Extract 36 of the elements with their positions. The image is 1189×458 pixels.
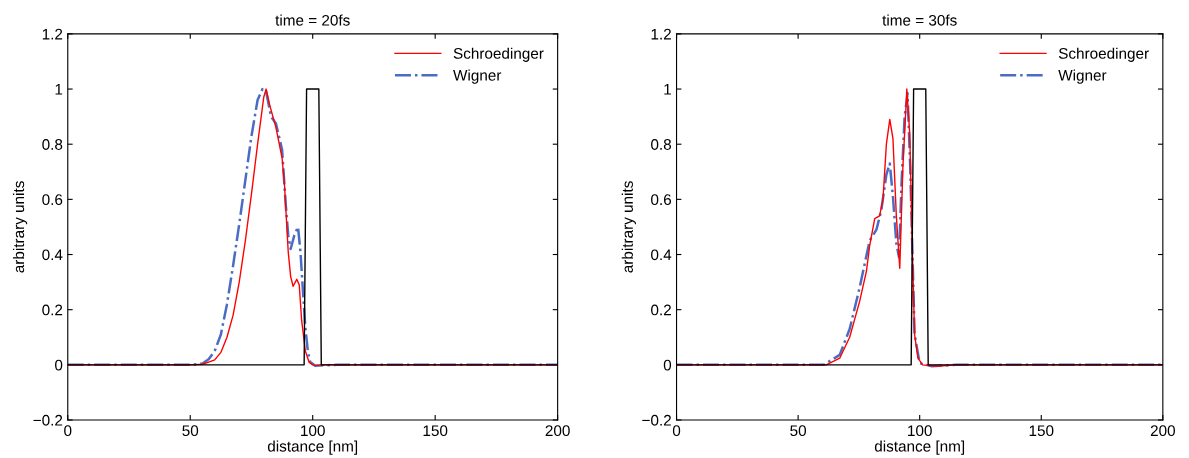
y-axis-title: arbitrary units (12, 181, 28, 273)
x-tick-label: 0 (672, 425, 681, 437)
y-tick-label: 0.2 (42, 304, 63, 316)
y-tick-label: 0 (663, 359, 672, 371)
x-tick-label: 50 (182, 425, 199, 437)
y-tick-label: 0.6 (651, 194, 672, 206)
y-tick-label: 0.8 (651, 139, 672, 150)
y-tick-label: 0.6 (42, 194, 63, 206)
y-tick-label: 0.8 (42, 139, 63, 150)
chart-title: time = 20fs (275, 14, 350, 26)
x-tick-label: 150 (423, 425, 448, 437)
y-tick-label: 0 (55, 359, 63, 371)
y-tick-label: 1 (55, 84, 63, 95)
y-tick-label: 0.4 (651, 249, 672, 261)
legend-label: Schroedinger (1058, 47, 1149, 62)
x-tick-label: 0 (64, 425, 72, 437)
x-tick-label: 100 (301, 425, 325, 437)
chart-title: time = 30fs (882, 14, 957, 26)
y-tick-label: −0.2 (642, 414, 671, 426)
y-tick-label: 1.2 (651, 28, 671, 40)
x-tick-label: 200 (1150, 425, 1175, 437)
x-tick-label: 200 (545, 425, 570, 437)
x-axis-title: distance [nm] (267, 440, 358, 455)
y-tick-label: −0.2 (33, 414, 63, 426)
y-axis-title: arbitrary units (621, 181, 636, 273)
x-tick-label: 100 (908, 425, 932, 437)
x-axis-title: distance [nm] (874, 440, 965, 455)
y-tick-label: 0.4 (42, 249, 63, 261)
y-tick-label: 1 (664, 84, 671, 95)
legend-label: Schroedinger (453, 47, 544, 62)
legend-label: Wigner (1058, 69, 1107, 84)
y-tick-label: 0.2 (651, 304, 671, 316)
legend-label: Wigner (453, 69, 502, 84)
x-tick-label: 50 (790, 425, 807, 437)
y-tick-label: 1.2 (42, 28, 63, 40)
x-tick-label: 150 (1029, 425, 1054, 437)
